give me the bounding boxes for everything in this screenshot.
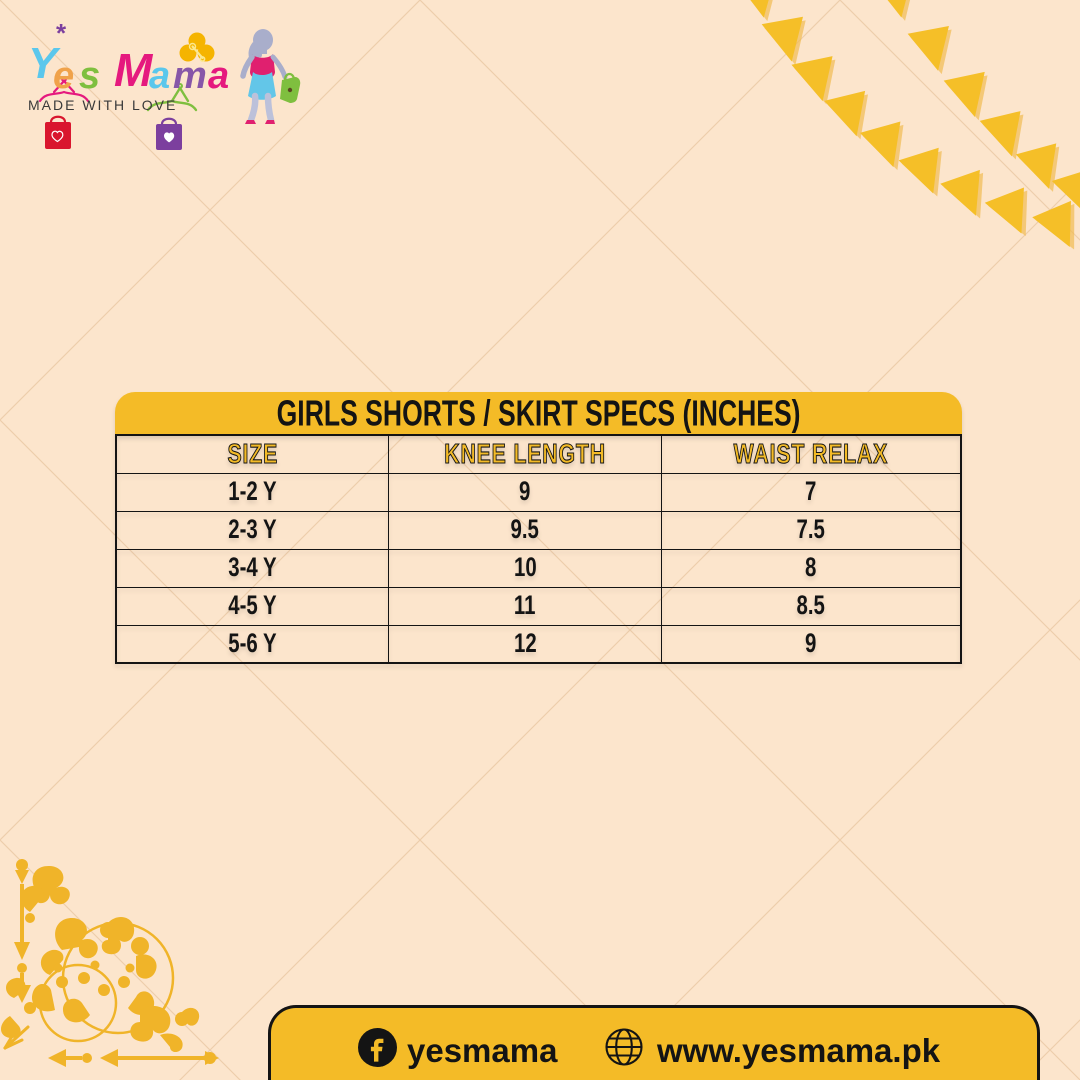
svg-text:MADE WITH LOVE: MADE WITH LOVE <box>28 97 177 113</box>
svg-text:*: * <box>56 18 67 48</box>
svg-text:a: a <box>208 55 229 97</box>
svg-text:s: s <box>79 55 100 97</box>
svg-text:m: m <box>173 55 207 97</box>
svg-text:M: M <box>114 44 154 96</box>
svg-text:a: a <box>149 55 170 97</box>
svg-text:e: e <box>53 55 74 97</box>
